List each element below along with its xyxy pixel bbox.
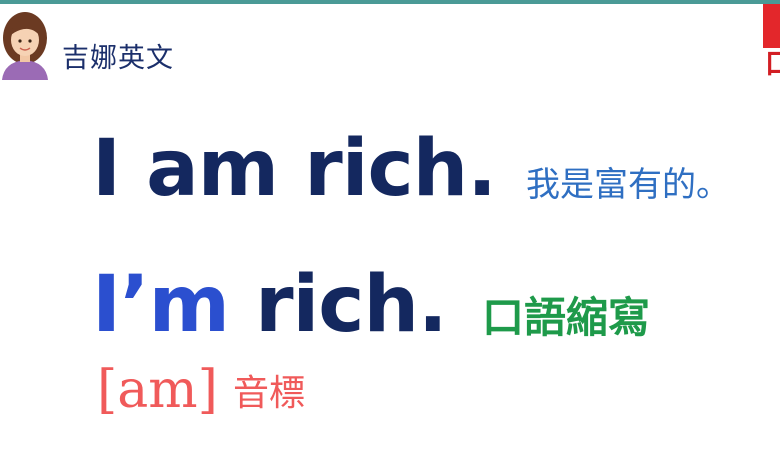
chinese-meaning: 我是富有的。 xyxy=(526,165,730,205)
contraction-word: I’m xyxy=(92,260,230,350)
english-sentence-full: I am rich. xyxy=(92,124,497,214)
english-sentence-contracted: I’m rich. xyxy=(92,266,448,344)
contraction-rest: rich. xyxy=(228,260,448,350)
corner-glyph: 口 xyxy=(765,50,780,78)
spoken-contraction-label: 口語縮寫 xyxy=(482,293,651,342)
avatar-icon xyxy=(2,12,48,80)
brand-name: 吉娜英文 xyxy=(62,43,174,74)
phonetic-label: 音標 xyxy=(233,373,306,414)
phonetic-transcription: [am] xyxy=(97,360,218,420)
corner-badge xyxy=(763,4,780,48)
top-accent-bar xyxy=(0,0,780,4)
